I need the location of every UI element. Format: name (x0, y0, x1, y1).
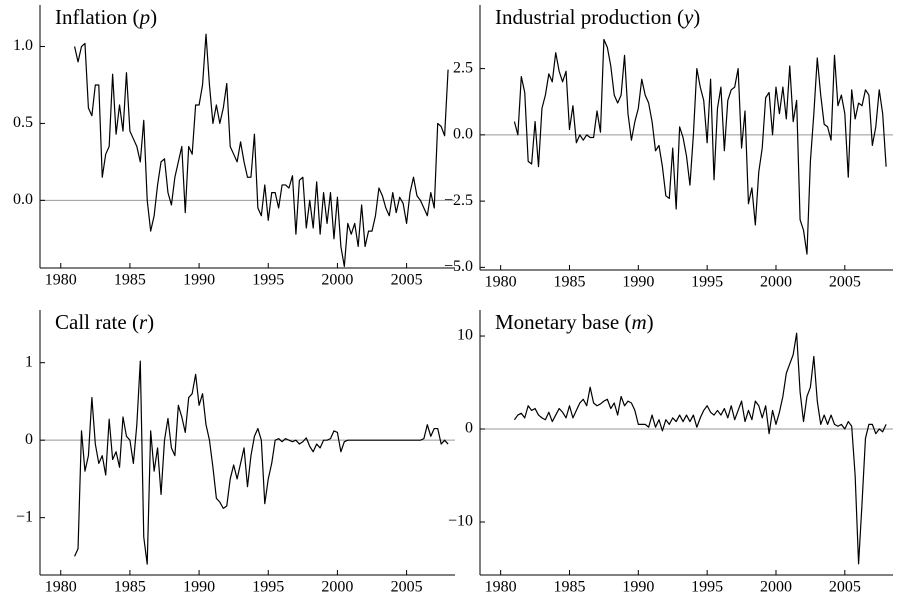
x-tick-label: 1990 (622, 274, 654, 291)
x-tick-label: 1995 (252, 579, 284, 596)
x-tick-label: 2005 (391, 272, 423, 289)
x-tick-label: 1990 (622, 579, 654, 596)
data-line (513, 332, 887, 565)
x-tick-label: 1990 (183, 579, 215, 596)
x-tick-label: 2000 (760, 274, 792, 291)
y-tick-label: 1.0 (13, 37, 33, 54)
y-tick-label: 10 (457, 327, 473, 344)
y-tick-label: 0 (25, 431, 33, 448)
y-tick-label: 2.5 (453, 59, 473, 76)
x-tick-label: 2000 (321, 579, 353, 596)
data-line (73, 33, 449, 268)
data-line (513, 38, 887, 255)
x-tick-label: 2000 (321, 272, 353, 289)
x-tick-label: 1995 (691, 274, 723, 291)
x-tick-label: 1985 (553, 579, 585, 596)
y-tick-label: 1 (25, 353, 33, 370)
x-tick-label: 2005 (829, 579, 861, 596)
x-tick-label: 1980 (45, 579, 77, 596)
y-tick-label: −1 (16, 508, 33, 525)
x-tick-label: 1980 (485, 579, 517, 596)
x-tick-label: 2005 (391, 579, 423, 596)
x-tick-label: 2000 (760, 579, 792, 596)
x-tick-label: 1985 (114, 272, 146, 289)
x-tick-label: 1980 (485, 274, 517, 291)
x-tick-label: 1995 (691, 579, 723, 596)
x-tick-label: 1995 (252, 272, 284, 289)
panel-title: Call rate (r) (55, 310, 154, 334)
x-tick-label: 1985 (553, 274, 585, 291)
panel-title: Monetary base (m) (495, 310, 654, 334)
y-tick-label: 0.0 (453, 126, 473, 143)
x-tick-label: 1985 (114, 579, 146, 596)
y-tick-label: 0.5 (13, 114, 33, 131)
x-tick-label: 1990 (183, 272, 215, 289)
x-tick-label: 2005 (829, 274, 861, 291)
y-tick-label: −5.0 (444, 258, 473, 275)
panel-title: Inflation (p) (55, 5, 157, 29)
y-tick-label: −10 (448, 513, 473, 530)
y-tick-label: 0 (465, 420, 473, 437)
y-tick-label: 0.0 (13, 191, 33, 208)
data-line (74, 360, 449, 565)
x-tick-label: 1980 (45, 272, 77, 289)
panel-title: Industrial production (y) (495, 5, 700, 29)
y-tick-label: −2.5 (444, 192, 473, 209)
